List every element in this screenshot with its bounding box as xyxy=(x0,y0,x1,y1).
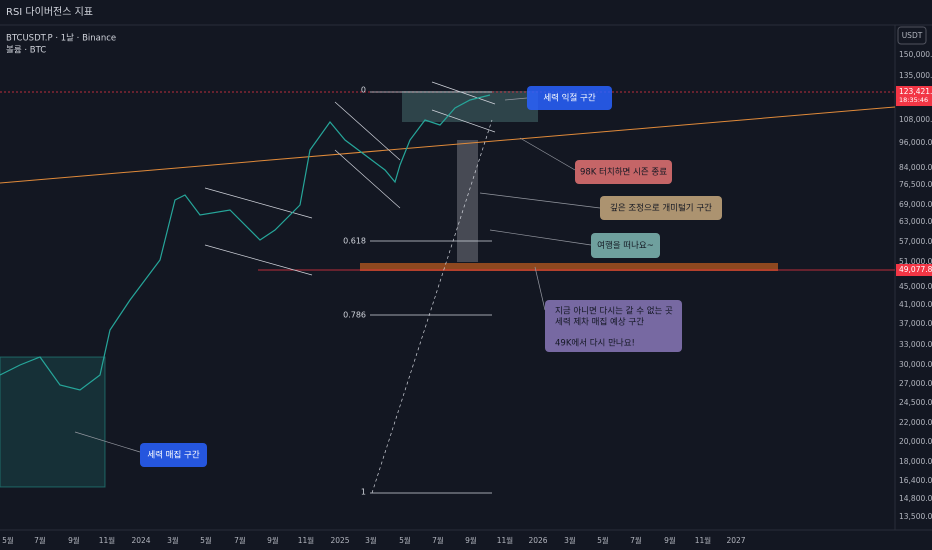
time-tick: 5월 xyxy=(2,535,14,545)
indicator-title: RSI 다이버전스 지표 xyxy=(6,6,93,18)
price-tick: 76,500.0 xyxy=(899,180,932,189)
time-tick: 3월 xyxy=(167,535,179,545)
last-price: 123,421.9 xyxy=(899,87,932,96)
price-tick: 18,000.0 xyxy=(899,457,932,466)
channels xyxy=(204,81,496,276)
target-zone xyxy=(360,263,778,271)
time-tick: 7월 xyxy=(630,535,642,545)
annotation-box xyxy=(575,160,672,184)
time-tick: 11월 xyxy=(99,535,116,545)
price-line xyxy=(0,94,491,391)
price-tick: 41,000.0 xyxy=(899,300,932,309)
time-tick: 11월 xyxy=(298,535,315,545)
price-tick: 63,000.0 xyxy=(899,217,932,226)
time-tick: 9월 xyxy=(267,535,279,545)
currency-label[interactable]: USDT xyxy=(902,31,923,40)
time-tick: 5월 xyxy=(399,535,411,545)
symbol-info: BTCUSDT.P · 1날 · Binance xyxy=(6,33,116,44)
time-tick: 2025 xyxy=(330,536,349,545)
fib-label: 0 xyxy=(361,86,366,95)
time-tick: 2024 xyxy=(131,536,150,545)
time-tick: 11월 xyxy=(497,535,514,545)
price-tick: 57,000.0 xyxy=(899,237,932,246)
annotation-text: 여행을 떠나요~ xyxy=(597,240,654,251)
annotation-text: 세력 매집 구간 xyxy=(147,450,200,461)
currency-button[interactable] xyxy=(897,26,927,45)
time-tick: 9월 xyxy=(465,535,477,545)
annotation-box xyxy=(140,443,207,467)
price-tick: 27,000.0 xyxy=(899,379,932,388)
fib-trend xyxy=(371,119,493,494)
callout-lines xyxy=(74,97,601,453)
annotation-box xyxy=(527,86,612,110)
time-tick: 7월 xyxy=(234,535,246,545)
price-tick: 33,000.0 xyxy=(899,340,932,349)
time-tick: 5월 xyxy=(200,535,212,545)
price-tag xyxy=(896,86,932,106)
price-tick: 20,000.0 xyxy=(899,437,932,446)
price-tick: 13,500.0 xyxy=(899,512,932,521)
price-tick: 150,000.0 xyxy=(899,50,932,59)
annotation-text: 49K에서 다시 만나요! xyxy=(555,339,635,349)
countdown: 18:35:46 xyxy=(899,96,928,104)
time-tick: 9월 xyxy=(664,535,676,545)
annotation-box xyxy=(545,300,682,352)
time-tick: 7월 xyxy=(432,535,444,545)
profit-zone xyxy=(402,91,538,122)
price-tick: 22,000.0 xyxy=(899,418,932,427)
time-tick: 2026 xyxy=(528,536,547,545)
annotation-text: 세력 제차 매집 예상 구간 xyxy=(555,317,644,328)
price-tick: 96,000.0 xyxy=(899,138,932,147)
price-tick: 108,000.0 xyxy=(899,115,932,124)
level-price: 49,077.8 xyxy=(899,265,932,274)
time-tick: 9월 xyxy=(68,535,80,545)
annotation-box xyxy=(600,196,722,220)
correction-zone xyxy=(457,140,478,262)
level-tag xyxy=(896,264,932,276)
annotation-text: 지금 아니면 다시는 갈 수 없는 곳 xyxy=(555,306,673,317)
accumulation-zone xyxy=(0,356,106,488)
price-tick: 37,000.0 xyxy=(899,319,932,328)
price-tick: 45,000.0 xyxy=(899,282,932,291)
annotation-text: 세력 익절 구간 xyxy=(543,93,596,104)
trend-line xyxy=(0,106,896,184)
price-tick: 14,800.0 xyxy=(899,494,932,503)
fib-label: 0.618 xyxy=(343,237,366,246)
volume-info: 볼륨 · BTC xyxy=(6,45,46,56)
time-tick: 11월 xyxy=(695,535,712,545)
price-tick: 24,500.0 xyxy=(899,398,932,407)
annotation-box xyxy=(591,233,660,258)
time-tick: 3월 xyxy=(564,535,576,545)
time-tick: 7월 xyxy=(34,535,46,545)
price-tick: 30,000.0 xyxy=(899,360,932,369)
annotation-text: 98K 터치하면 시즌 종료 xyxy=(580,167,667,178)
fib-label: 0.786 xyxy=(343,311,366,320)
annotation-text: 깊은 조정으로 개미털기 구간 xyxy=(610,203,712,214)
time-tick: 2027 xyxy=(726,536,745,545)
price-tick: 84,000.0 xyxy=(899,163,932,172)
time-tick: 3월 xyxy=(365,535,377,545)
price-tick: 51,000.0 xyxy=(899,257,932,266)
price-tick: 16,400.0 xyxy=(899,476,932,485)
price-tick: 135,000.0 xyxy=(899,71,932,80)
price-tick: 69,000.0 xyxy=(899,200,932,209)
fib-label: 1 xyxy=(361,488,366,497)
time-tick: 5월 xyxy=(597,535,609,545)
